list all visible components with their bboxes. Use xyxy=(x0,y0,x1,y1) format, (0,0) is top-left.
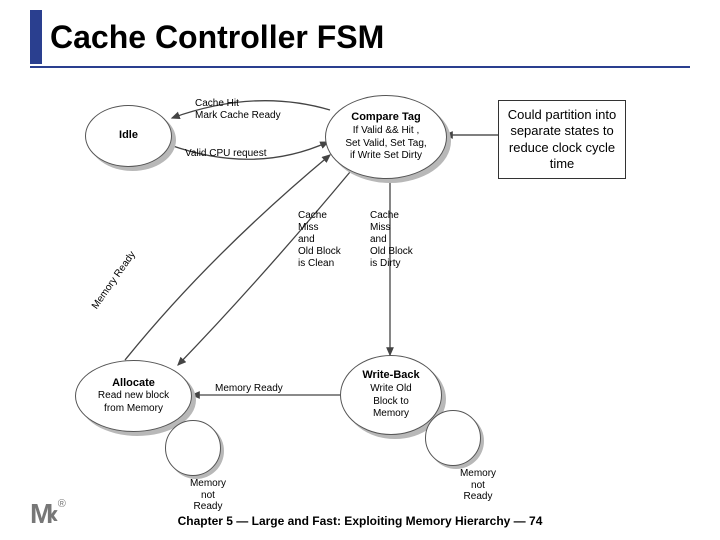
state-writeback-name: Write-Back xyxy=(341,369,441,383)
title-rule xyxy=(30,66,690,68)
state-compare-name: Compare Tag xyxy=(326,111,446,125)
page-title: Cache Controller FSM xyxy=(50,19,384,56)
logo-registered: ® xyxy=(58,498,66,510)
selfloop-allocate-label: Memory not Ready xyxy=(178,478,238,513)
selfloop-writeback xyxy=(425,410,481,466)
fsm-diagram: Idle Compare Tag If Valid && Hit , Set V… xyxy=(30,80,690,480)
edge-hit-label: Cache Hit Mark Cache Ready xyxy=(195,98,281,122)
state-writeback: Write-Back Write Old Block to Memory xyxy=(340,355,442,435)
edge-request-label: Valid CPU request xyxy=(185,148,267,160)
state-writeback-desc: Write Old Block to Memory xyxy=(341,383,441,421)
callout-partition: Could partition into separate states to … xyxy=(498,100,626,179)
state-idle-name: Idle xyxy=(86,129,171,143)
edge-miss-clean-label: Cache Miss and Old Block is Clean xyxy=(298,210,341,270)
state-allocate-name: Allocate xyxy=(76,377,191,391)
title-accent-bar xyxy=(30,10,42,64)
state-idle: Idle xyxy=(85,105,172,167)
state-compare-desc: If Valid && Hit , Set Valid, Set Tag, if… xyxy=(326,125,446,163)
selfloop-allocate xyxy=(165,420,221,476)
edge-miss-dirty-label: Cache Miss and Old Block is Dirty xyxy=(370,210,413,270)
state-allocate: Allocate Read new block from Memory xyxy=(75,360,192,432)
edge-memready-alloc-label: Memory Ready xyxy=(215,383,283,395)
state-allocate-desc: Read new block from Memory xyxy=(76,390,191,415)
state-compare-tag: Compare Tag If Valid && Hit , Set Valid,… xyxy=(325,95,447,179)
slide-footer: Chapter 5 — Large and Fast: Exploiting M… xyxy=(0,514,720,528)
selfloop-writeback-label: Memory not Ready xyxy=(448,468,508,503)
title-bar: Cache Controller FSM xyxy=(30,10,384,64)
